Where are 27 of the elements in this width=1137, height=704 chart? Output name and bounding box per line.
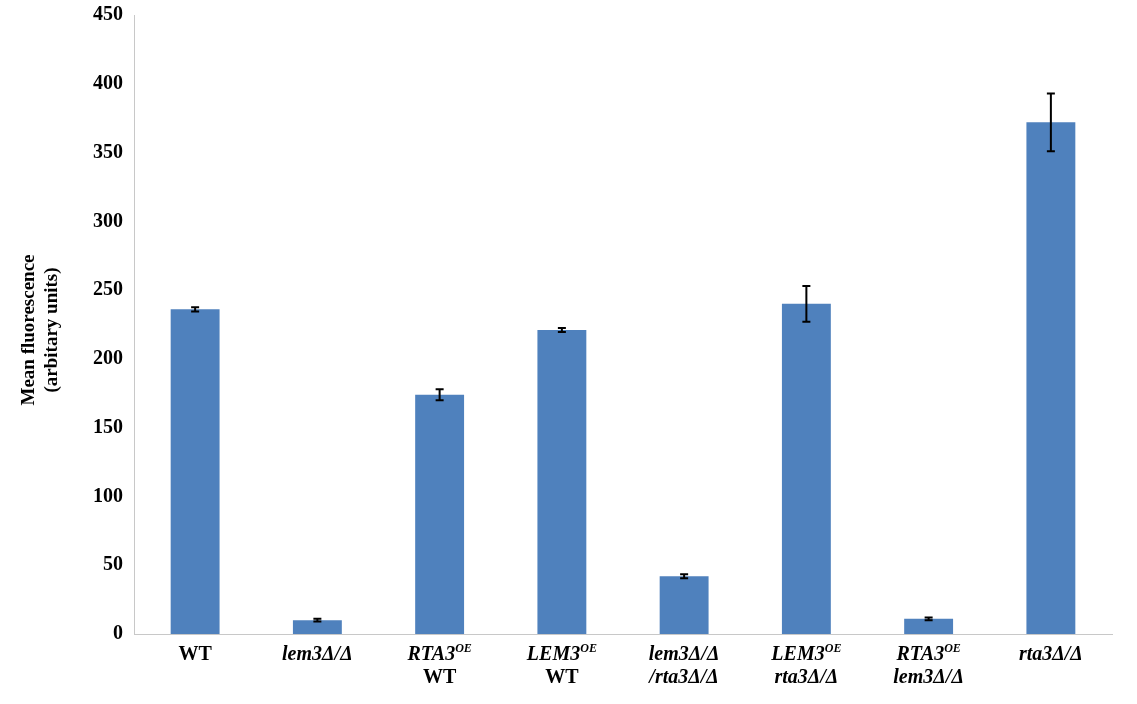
y-axis-title: Mean fluorescence (arbitary units) <box>17 254 62 406</box>
y-tick-label: 200 <box>93 346 123 369</box>
bar <box>904 618 954 634</box>
bar <box>781 303 831 634</box>
x-tick-label: RTA3$^{OE}$ lem3Δ/Δ <box>893 641 964 687</box>
x-tick-label: lem3Δ/Δ <box>282 642 353 664</box>
x-tick-label: RTA3$^{OE}$ WT <box>407 641 472 688</box>
bar <box>292 620 342 634</box>
y-tick-label: 400 <box>93 70 123 93</box>
y-tick-label: 250 <box>93 277 123 300</box>
y-tick-label: 0 <box>113 621 123 644</box>
x-tick-label: LEM3$^{OE}$ rta3Δ/Δ <box>771 641 842 687</box>
y-tick-label: 50 <box>103 552 123 575</box>
bar <box>659 576 709 634</box>
y-tick-label: 450 <box>93 2 123 25</box>
y-tick-label: 150 <box>93 414 123 437</box>
bar <box>415 394 465 634</box>
y-tick-label: 300 <box>93 208 123 231</box>
y-tick-label: 100 <box>93 483 123 506</box>
x-tick-label: rta3Δ/Δ <box>1018 642 1083 664</box>
y-tick-label: 350 <box>93 139 123 162</box>
bar <box>170 309 220 634</box>
x-tick-label: WT <box>178 642 212 665</box>
bar <box>1026 122 1076 634</box>
x-tick-label: LEM3$^{OE}$ WT <box>526 641 597 688</box>
bar <box>537 330 587 634</box>
x-tick-label: lem3Δ/Δ /rta3Δ/Δ <box>648 642 720 687</box>
